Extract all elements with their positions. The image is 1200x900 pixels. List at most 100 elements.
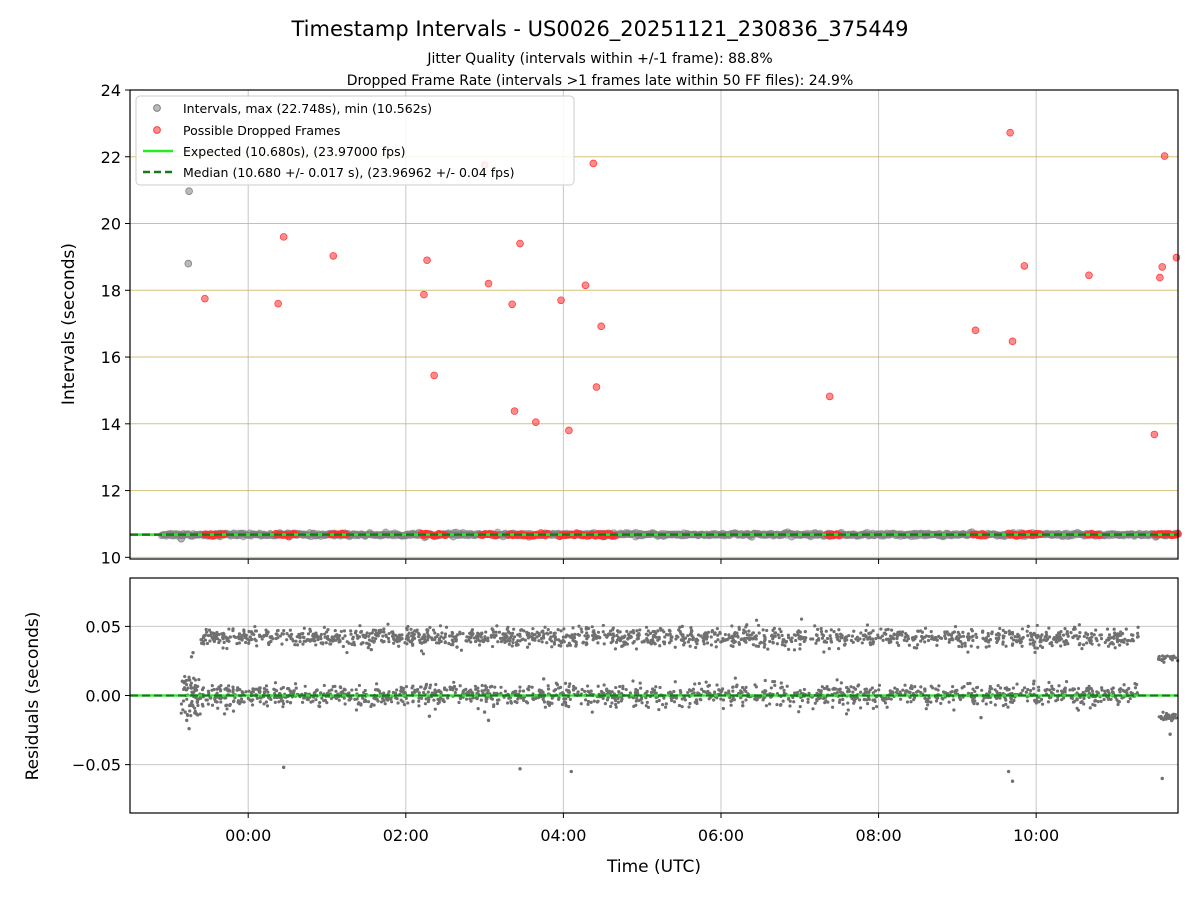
residual-point: [618, 639, 622, 643]
residual-outlier-8: [482, 710, 487, 714]
residual-point: [1010, 700, 1015, 705]
residual-point: [541, 629, 545, 633]
residual-point: [250, 630, 254, 635]
residual-point: [980, 688, 984, 692]
residual-point: [1017, 634, 1021, 638]
residual-point: [859, 690, 863, 694]
residual-outlier-6: [427, 714, 432, 718]
residual-point: [588, 691, 592, 695]
residual-point: [947, 638, 952, 642]
residual-point: [779, 686, 783, 690]
residual-point: [317, 704, 321, 708]
residual-point: [638, 681, 642, 685]
residual-point: [919, 690, 923, 695]
residual-point: [489, 635, 493, 639]
residual-point: [603, 702, 607, 706]
residual-point: [610, 690, 614, 694]
residual-point: [382, 630, 386, 634]
residual-point: [308, 639, 312, 643]
residual-point: [733, 631, 737, 635]
residual-point: [426, 690, 430, 694]
residual-point: [837, 647, 841, 651]
interval-outlier-1: [184, 259, 193, 268]
residual-point: [511, 637, 515, 642]
residual-point: [862, 637, 866, 641]
residual-point: [574, 640, 578, 645]
legend-expected-label: Expected (10.680s), (23.97000 fps): [183, 144, 405, 159]
residual-point: [607, 689, 611, 693]
legend-intervals-marker: [153, 104, 161, 112]
residual-point: [198, 712, 202, 716]
residual-point: [705, 641, 710, 645]
residual-point: [1112, 627, 1116, 631]
residual-point: [562, 627, 566, 631]
residual-point: [233, 696, 237, 700]
residual-point: [476, 631, 480, 635]
residual-point: [1079, 700, 1083, 705]
residual-point: [285, 638, 289, 642]
residual-point: [247, 638, 251, 642]
residual-point: [242, 700, 246, 704]
residual-point: [442, 700, 446, 704]
residual-point: [237, 636, 241, 641]
residual-point: [895, 637, 899, 641]
residual-point: [533, 633, 537, 637]
residual-point: [1029, 688, 1033, 693]
residual-point: [231, 688, 235, 692]
dropped-frame-point-8: [484, 279, 493, 288]
residual-point: [829, 636, 833, 641]
residual-point: [614, 702, 618, 707]
residual-point: [1021, 635, 1025, 640]
residual-point: [986, 634, 990, 638]
residual-point: [574, 644, 578, 648]
residual-point: [895, 641, 899, 645]
residual-point: [471, 696, 475, 700]
residual-point: [744, 625, 748, 629]
residual-point: [791, 695, 795, 700]
residual-point: [495, 701, 500, 706]
residual-point: [653, 642, 657, 646]
residual-point: [372, 640, 376, 644]
residual-point: [1024, 690, 1028, 694]
residual-point: [254, 639, 258, 643]
residual-point: [538, 691, 542, 695]
residual-point: [971, 698, 975, 703]
residual-point: [984, 639, 988, 643]
time-xtick-label-5: 10:00: [1013, 826, 1059, 845]
dropped-frame-point-17: [592, 383, 601, 391]
residual-point: [242, 629, 246, 633]
residual-point: [188, 709, 192, 713]
residual-point: [501, 632, 506, 636]
time-xtick-label-3: 06:00: [698, 826, 744, 845]
residual-point: [580, 687, 584, 692]
residual-point: [525, 645, 530, 649]
residual-point: [376, 634, 380, 638]
residual-point: [1062, 640, 1066, 644]
residual-point: [275, 633, 279, 637]
residual-point: [1055, 689, 1060, 693]
residual-point: [387, 640, 391, 644]
residual-point: [806, 700, 810, 704]
residual-point: [877, 683, 882, 687]
residual-point: [873, 699, 877, 704]
residual-point: [583, 689, 587, 693]
residual-point: [584, 627, 588, 631]
residual-point: [658, 685, 662, 690]
residual-point: [492, 703, 496, 707]
residual-point: [841, 697, 845, 702]
residual-point: [911, 638, 915, 642]
residual-point: [663, 635, 667, 639]
residual-point: [790, 639, 794, 644]
residual-point: [247, 641, 251, 645]
residual-point: [634, 699, 638, 703]
residual-point: [1099, 699, 1103, 703]
residual-point: [611, 628, 615, 632]
residual-point: [277, 700, 281, 704]
residual-point: [1035, 623, 1039, 628]
residual-point: [278, 695, 282, 700]
residual-point: [281, 702, 286, 706]
residuals-y-ticks: −0.05 0.00 0.05: [72, 617, 130, 775]
residual-point: [411, 643, 415, 647]
residual-point: [706, 684, 710, 688]
residual-point: [845, 638, 849, 642]
